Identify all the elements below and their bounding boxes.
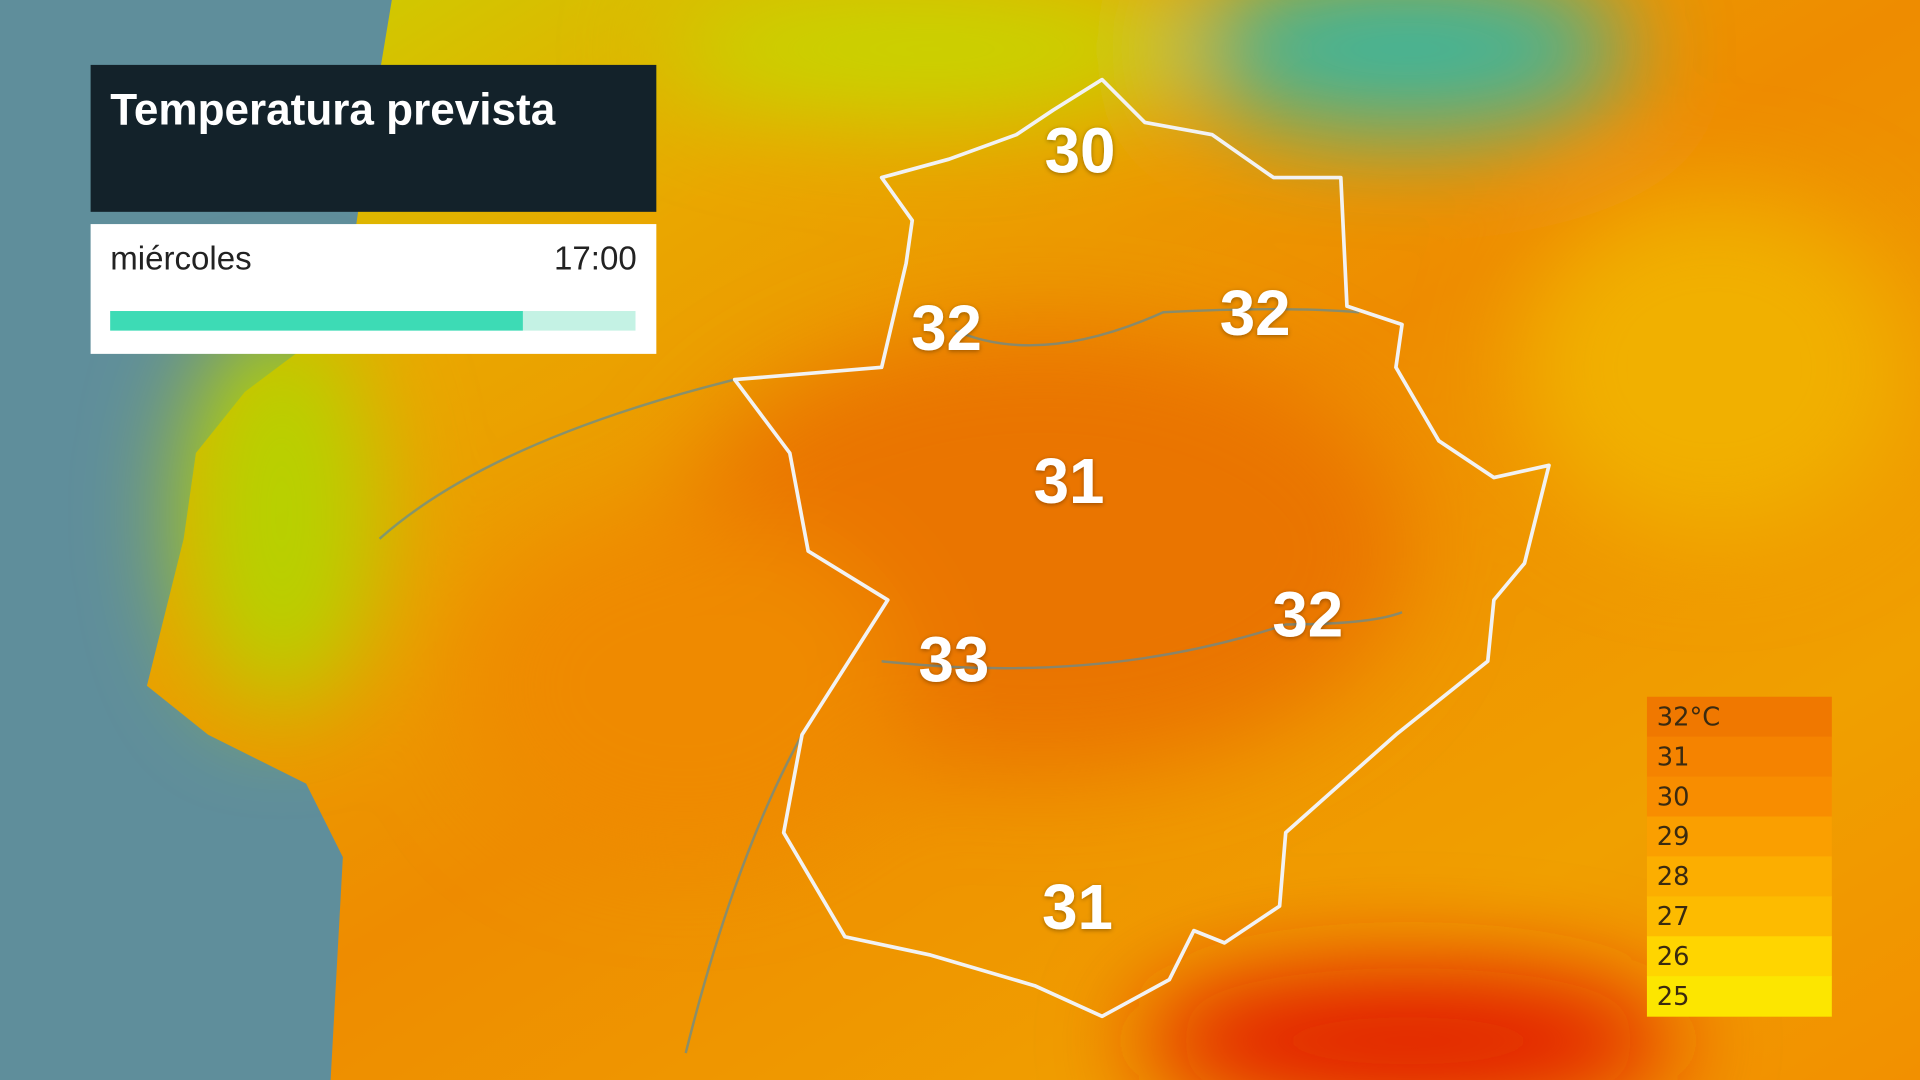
- legend-label: 32°C: [1657, 702, 1721, 732]
- legend-swatch: [1646, 696, 1832, 738]
- temperature-label: 32: [911, 293, 982, 364]
- progress-bar: [110, 311, 523, 331]
- legend-label: 29: [1657, 822, 1690, 852]
- legend-swatch: [1646, 896, 1832, 937]
- rivers: [378, 307, 1403, 1054]
- title-panel: [90, 64, 657, 212]
- temperature-label: 30: [1045, 115, 1116, 186]
- legend-label: 26: [1657, 942, 1690, 972]
- temperature-label: 31: [1042, 872, 1113, 943]
- legend-swatch: [1646, 816, 1832, 858]
- day: miércoles: [110, 241, 251, 278]
- time-panel: [90, 224, 657, 354]
- title: Temperatura prevista: [110, 85, 556, 134]
- temperature-label: 33: [918, 625, 989, 696]
- legend-swatch: [1646, 856, 1832, 897]
- temperature-label: 32: [1272, 579, 1343, 650]
- legend: 32°C 31 30 29 28 27 26 25: [1646, 696, 1832, 1017]
- legend-label: 28: [1657, 862, 1690, 892]
- legend-swatch: [1646, 776, 1832, 818]
- temperature-label: 31: [1034, 446, 1105, 517]
- region-outline: [732, 77, 1551, 1019]
- legend-label: 30: [1657, 782, 1690, 812]
- temperature-label: 32: [1220, 278, 1291, 349]
- legend-label: 27: [1657, 902, 1690, 932]
- time: 17:00: [554, 241, 637, 278]
- legend-swatch: [1646, 976, 1832, 1017]
- legend-swatch: [1646, 936, 1832, 977]
- legend-swatch: [1646, 736, 1832, 778]
- legend-label: 31: [1657, 742, 1690, 772]
- temperature-labels: 30 32 32 31 33 32 31: [911, 115, 1343, 943]
- heat-blobs: [183, 0, 1911, 1080]
- legend-label: 25: [1657, 982, 1690, 1012]
